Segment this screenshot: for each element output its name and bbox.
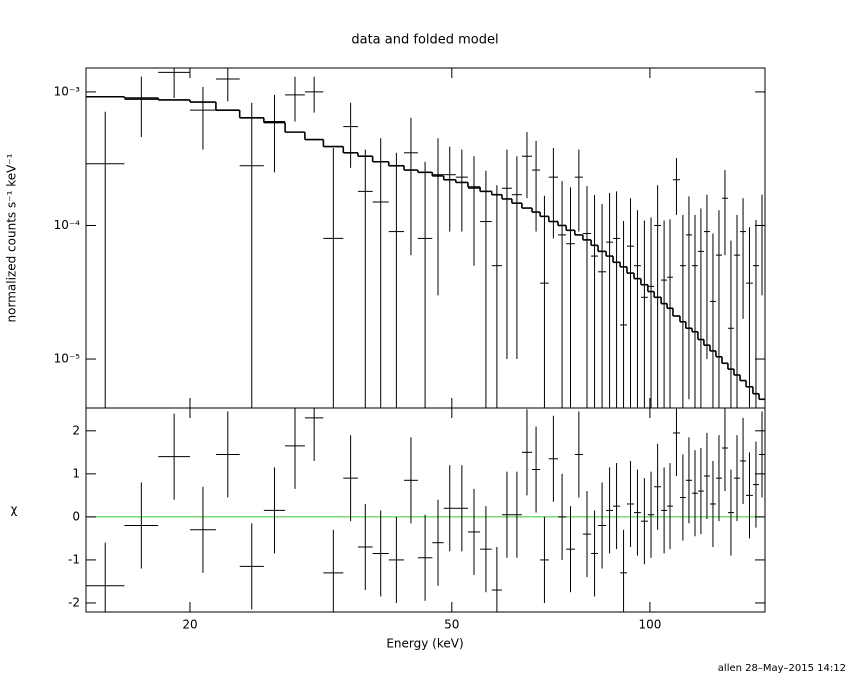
y-tick-label: 2 — [72, 423, 80, 437]
x-tick-label: 20 — [182, 618, 197, 632]
bottom-plot — [86, 408, 765, 612]
x-tick-label: 100 — [638, 618, 661, 632]
chart-title: data and folded model — [351, 33, 498, 48]
x-axis-label: Energy (keV) — [386, 637, 463, 651]
footer: allen 28–May–2015 14:12 — [718, 663, 846, 674]
x-tick-label: 50 — [444, 618, 459, 632]
y-tick-label: -2 — [68, 595, 80, 609]
y-tick-label: -1 — [68, 552, 80, 566]
y-tick-label: 10⁻⁴ — [54, 218, 81, 232]
y-axis-label: normalized counts s⁻¹ keV⁻¹ — [5, 153, 19, 322]
y-tick-label: 10⁻⁵ — [54, 352, 81, 366]
top-plot — [86, 68, 765, 408]
y-tick-label: 10⁻³ — [54, 84, 81, 98]
y-tick-label: 1 — [72, 466, 80, 480]
y-tick-label: 0 — [72, 509, 80, 523]
y-axis-label: χ — [11, 503, 18, 517]
